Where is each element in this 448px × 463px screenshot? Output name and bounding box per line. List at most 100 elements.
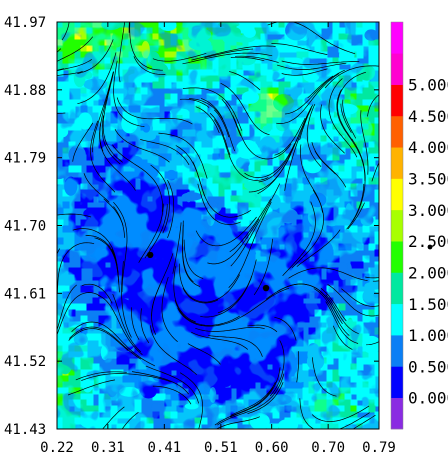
streamline [325,301,359,344]
streamline [247,382,284,415]
streamline [97,294,143,355]
streamline [281,68,328,76]
x-tick-label: 0.31 [91,440,125,456]
streamline [346,183,365,230]
streamline [175,145,205,197]
streamline [267,22,356,55]
colorbar-label: 1.500 [408,295,448,314]
colorbar-label: 0.500 [408,357,448,376]
streamline [116,97,193,125]
streamline [112,293,142,353]
x-tick-label: 0.60 [255,440,289,456]
streamline [281,60,360,65]
y-tick-marks [57,21,379,430]
streamline [183,239,204,279]
streamline [296,351,300,383]
streamline [299,398,370,429]
colorbar-label: 1.000 [408,326,448,345]
streamline [187,343,221,365]
streamline [121,261,132,338]
markers [147,251,270,292]
y-tick-label: 41.97 [4,15,46,31]
streamline [57,112,66,114]
streamline [179,372,203,429]
streamline [101,115,121,165]
streamline [208,335,263,357]
streamline [284,104,314,191]
streamline [112,144,163,212]
streamline [296,229,341,267]
streamline [200,259,257,318]
y-tick-label: 41.88 [4,83,46,99]
streamline [182,52,273,65]
streamline [207,218,260,265]
colorbar-label: 2.000 [408,263,448,282]
colorbar-segment [391,272,403,305]
y-tick-label: 41.52 [4,354,46,370]
streamline [307,75,334,99]
streamline [257,135,299,195]
x-tick-marks [56,22,380,429]
streamline [271,43,328,55]
streamline [253,238,274,296]
streamline [282,201,316,277]
streamline [209,112,231,156]
streamline [327,284,379,317]
streamline [92,71,114,153]
colorbar-segment [391,209,403,242]
streamline [90,120,116,193]
streamline [102,406,125,429]
streamline [232,115,292,160]
streamline [230,382,276,416]
streamline [113,201,128,293]
streamline [68,328,129,351]
streamline [325,294,359,334]
streamline [265,283,340,319]
streamline [129,22,163,71]
streamline [69,326,142,360]
streamline [336,89,366,181]
streamline [366,341,379,346]
marker-point [262,284,270,292]
streamline [71,321,156,367]
y-tick-labels: 41.43 41.52 41.61 41.70 41.79 41.88 41.97 [4,15,46,438]
streamline [57,59,92,72]
streamline [221,98,242,137]
colorbar-label: 5.000 [408,76,448,95]
streamline [182,220,201,287]
streamline [177,308,203,327]
streamline [341,288,379,307]
streamline [81,283,113,304]
colorbar-segment [391,84,403,117]
streamline [230,183,281,267]
x-tick-label: 0.41 [147,440,181,456]
streamline [220,82,270,136]
streamline [274,316,297,341]
streamline [197,183,241,225]
colorbar-segment [391,303,403,336]
streamline [324,65,379,89]
streamline [340,103,352,133]
streamline [360,110,369,175]
streamline [347,202,365,230]
streamline [215,416,260,429]
streamline [365,276,379,279]
streamline [133,56,166,75]
streamline [145,365,199,404]
streamline [247,324,278,333]
y-tick-label: 41.79 [4,151,46,167]
streamline [179,98,210,108]
streamline [182,87,243,131]
colorbar-label: 0.000 [408,389,448,408]
x-tick-labels: 0.22 0.31 0.41 0.51 0.60 0.70 0.79 [40,440,396,456]
streamline [140,139,190,166]
streamline [174,300,240,326]
streamline [57,292,101,336]
y-tick-label: 41.70 [4,219,46,235]
plot-area [57,22,379,429]
colorbar-label: 3.500 [408,170,448,189]
streamline [152,385,192,405]
streamline [244,143,296,178]
streamline [235,55,279,63]
